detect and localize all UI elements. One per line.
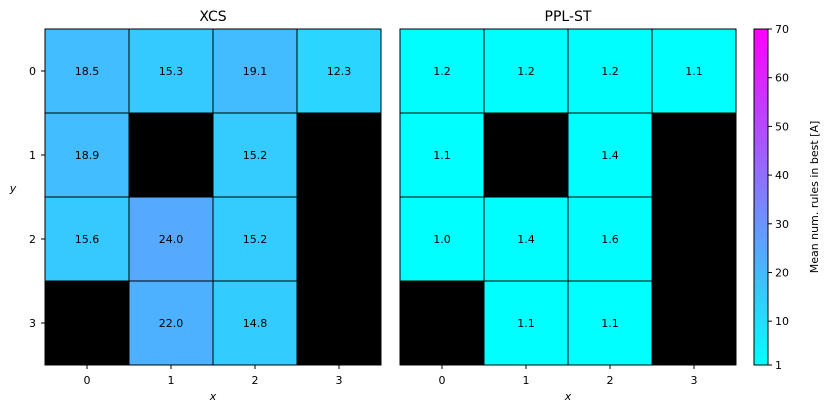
heatmap-cells: 1.2 1.2 1.2 1.1 1.1 1.4 1.0 1.4 1.6 1.1 1.1 bbox=[399, 28, 737, 366]
axes-frame bbox=[399, 28, 737, 366]
y-tick-label: 1 bbox=[29, 149, 36, 162]
heatmap-cell bbox=[483, 28, 569, 114]
panel-title: PPL-ST bbox=[545, 9, 592, 25]
x-ticks: 0 1 2 3 bbox=[439, 365, 698, 387]
cell-value-label: 12.3 bbox=[327, 65, 352, 78]
cell-value-label: 15.3 bbox=[159, 65, 184, 78]
colorbar-tick-label: 50 bbox=[775, 120, 789, 133]
x-axis-label: x bbox=[564, 390, 572, 403]
cell-value-label: 15.6 bbox=[75, 233, 100, 246]
y-tick-label: 2 bbox=[29, 233, 36, 246]
heatmap-cell bbox=[128, 280, 214, 366]
heatmap-cell bbox=[483, 280, 569, 366]
colorbar-tick-label: 70 bbox=[775, 23, 789, 36]
y-tick-label: 3 bbox=[29, 317, 36, 330]
x-tick-label: 2 bbox=[607, 374, 614, 387]
cell-value-label: 1.1 bbox=[601, 317, 619, 330]
masked-cell bbox=[651, 196, 737, 282]
cell-value-label: 1.1 bbox=[517, 317, 535, 330]
cell-value-label: 15.2 bbox=[243, 149, 268, 162]
x-tick-label: 1 bbox=[523, 374, 530, 387]
cell-value-label: 1.2 bbox=[601, 65, 619, 78]
cell-value-label: 22.0 bbox=[159, 317, 184, 330]
cell-value-label: 1.0 bbox=[433, 233, 451, 246]
x-tick-label: 3 bbox=[336, 374, 343, 387]
heatmap-cell bbox=[483, 196, 569, 282]
heatmap-cell bbox=[212, 112, 298, 198]
masked-cell bbox=[399, 280, 485, 366]
cell-value-label: 1.1 bbox=[433, 149, 451, 162]
heatmap-cell bbox=[44, 112, 130, 198]
masked-cell bbox=[296, 196, 382, 282]
masked-cell bbox=[651, 280, 737, 366]
heatmap-cell bbox=[567, 196, 653, 282]
heatmap-panel-xcs: XCS 18.5 15.3 19.1 12.3 18.9 15.2 15.6 24.0 15.2… bbox=[9, 9, 382, 403]
masked-cell bbox=[651, 112, 737, 198]
heatmap-cell bbox=[44, 28, 130, 114]
x-tick-label: 3 bbox=[691, 374, 698, 387]
cell-value-label: 1.4 bbox=[517, 233, 535, 246]
cell-value-label: 1.4 bbox=[601, 149, 619, 162]
colorbar-tick-label: 10 bbox=[775, 315, 789, 328]
heatmap-panel-ppl-st: PPL-ST 1.2 1.2 1.2 1.1 1.1 1.4 1.0 1.4 1.6 1.1 1.1… bbox=[399, 9, 737, 403]
x-tick-label: 1 bbox=[168, 374, 175, 387]
heatmap-cells: 18.5 15.3 19.1 12.3 18.9 15.2 15.6 24.0 15.2 22.0… bbox=[44, 28, 382, 366]
colorbar-tick-label: 1 bbox=[775, 359, 782, 372]
masked-cell bbox=[483, 112, 569, 198]
heatmap-cell bbox=[567, 28, 653, 114]
y-ticks: 0 1 2 3 bbox=[29, 65, 45, 330]
heatmap-cell bbox=[399, 112, 485, 198]
cell-value-label: 15.2 bbox=[243, 233, 268, 246]
colorbar-tick-label: 20 bbox=[775, 266, 789, 279]
x-axis-label: x bbox=[209, 390, 217, 403]
heatmap-cell bbox=[651, 28, 737, 114]
colorbar: 1 10 20 30 40 50 60 70 Mean num. rules in best … bbox=[753, 23, 821, 372]
masked-cell bbox=[296, 280, 382, 366]
heatmap-cell bbox=[296, 28, 382, 114]
cell-value-label: 19.1 bbox=[243, 65, 268, 78]
cell-value-label: 24.0 bbox=[159, 233, 184, 246]
cell-value-label: 14.8 bbox=[243, 317, 268, 330]
panel-title: XCS bbox=[199, 9, 226, 25]
axes-frame bbox=[44, 28, 382, 366]
cell-value-label: 18.5 bbox=[75, 65, 100, 78]
x-tick-label: 2 bbox=[252, 374, 259, 387]
colorbar-tick-label: 40 bbox=[775, 169, 789, 182]
colorbar-gradient bbox=[753, 28, 769, 366]
colorbar-label: Mean num. rules in best [A] bbox=[808, 121, 821, 274]
heatmap-cell bbox=[399, 196, 485, 282]
masked-cell bbox=[296, 112, 382, 198]
y-tick-label: 0 bbox=[29, 65, 36, 78]
cell-value-label: 18.9 bbox=[75, 149, 100, 162]
masked-cell bbox=[128, 112, 214, 198]
heatmap-cell bbox=[128, 28, 214, 114]
cell-value-label: 1.6 bbox=[601, 233, 619, 246]
heatmap-cell bbox=[128, 196, 214, 282]
cell-value-label: 1.1 bbox=[685, 65, 703, 78]
masked-cell bbox=[44, 280, 130, 366]
heatmap-cell bbox=[567, 112, 653, 198]
colorbar-tick-label: 60 bbox=[775, 72, 789, 85]
x-tick-label: 0 bbox=[439, 374, 446, 387]
x-tick-label: 0 bbox=[84, 374, 91, 387]
cell-value-label: 1.2 bbox=[517, 65, 535, 78]
x-ticks: 0 1 2 3 bbox=[84, 365, 343, 387]
cell-value-label: 1.2 bbox=[433, 65, 451, 78]
y-axis-label: y bbox=[9, 182, 17, 195]
colorbar-tick-label: 30 bbox=[775, 218, 789, 231]
colorbar-ticks: 1 10 20 30 40 50 60 70 bbox=[768, 23, 789, 372]
